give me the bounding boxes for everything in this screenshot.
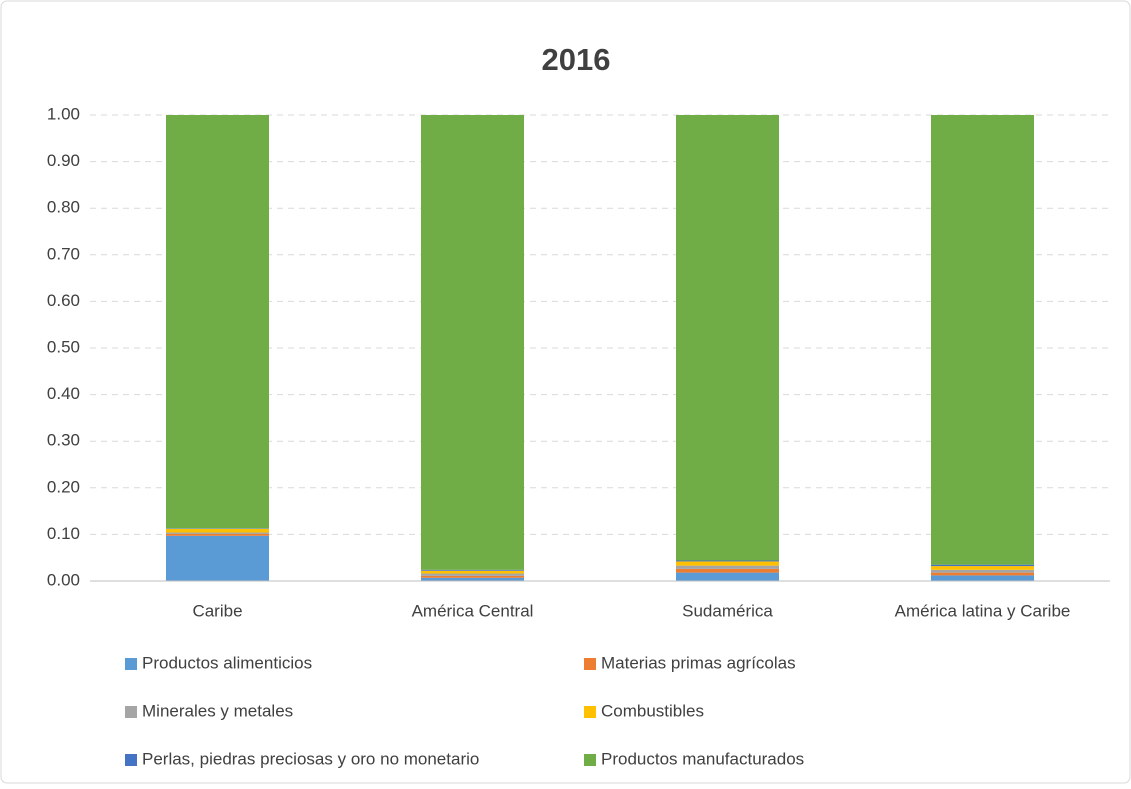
legend-label: Perlas, piedras preciosas y oro no monet… — [142, 749, 479, 768]
bar-segment — [676, 561, 779, 565]
legend-swatch — [125, 754, 137, 766]
legend-label: Productos alimenticios — [142, 653, 312, 672]
x-tick-label: Caribe — [192, 601, 242, 620]
bar-segment — [166, 533, 269, 534]
chart-title: 2016 — [542, 42, 611, 77]
x-tick-label: América latina y Caribe — [895, 601, 1071, 620]
bar-segment — [166, 536, 269, 581]
bar-segment — [166, 529, 269, 533]
bar-segment — [676, 573, 779, 581]
bar-segment — [421, 574, 524, 576]
legend-swatch — [125, 658, 137, 670]
bar-segment — [421, 115, 524, 570]
y-tick-label: 0.80 — [47, 198, 80, 217]
legend-label: Materias primas agrícolas — [601, 653, 796, 672]
bar-segment — [931, 115, 1034, 565]
legend-swatch — [584, 706, 596, 718]
bar-segment — [166, 115, 269, 528]
legend-label: Productos manufacturados — [601, 749, 804, 768]
bar-segment — [676, 566, 779, 569]
x-tick-label: Sudamérica — [682, 601, 773, 620]
y-tick-label: 0.00 — [47, 570, 80, 589]
bar-segment — [421, 571, 524, 574]
legend-swatch — [584, 658, 596, 670]
y-tick-label: 0.10 — [47, 524, 80, 543]
legend-label: Minerales y metales — [142, 701, 293, 720]
bar-segment — [166, 534, 269, 536]
y-tick-label: 1.00 — [47, 104, 80, 123]
bar-segment — [931, 570, 1034, 573]
legend-swatch — [584, 754, 596, 766]
y-tick-label: 0.70 — [47, 244, 80, 263]
y-tick-label: 0.50 — [47, 337, 80, 356]
y-tick-label: 0.30 — [47, 431, 80, 450]
y-tick-label: 0.40 — [47, 384, 80, 403]
bar-segment — [931, 573, 1034, 576]
bar-segment — [421, 576, 524, 578]
x-tick-label: América Central — [412, 601, 534, 620]
legend-label: Combustibles — [601, 701, 704, 720]
bar-segment — [421, 570, 524, 571]
y-tick-label: 0.90 — [47, 151, 80, 170]
bar-segment — [676, 115, 779, 560]
y-tick-label: 0.20 — [47, 477, 80, 496]
bar-segment — [931, 575, 1034, 581]
legend-swatch — [125, 706, 137, 718]
bar-segment — [676, 560, 779, 561]
bar-segment — [931, 565, 1034, 566]
y-tick-label: 0.60 — [47, 291, 80, 310]
bar-segment — [931, 566, 1034, 570]
bar-segment — [676, 569, 779, 573]
